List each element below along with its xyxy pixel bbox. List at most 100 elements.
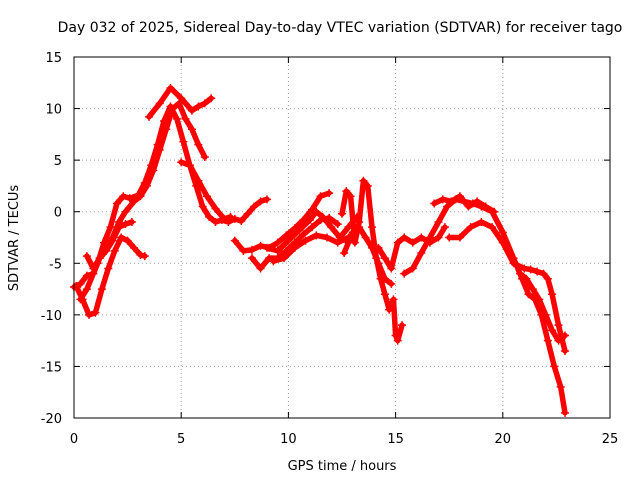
data-point-marker bbox=[273, 246, 282, 255]
data-point-marker bbox=[265, 254, 274, 263]
data-point-marker bbox=[205, 212, 214, 221]
data-point-marker bbox=[123, 236, 132, 245]
data-point-marker bbox=[194, 102, 203, 111]
data-point-marker bbox=[130, 197, 139, 206]
data-point-marker bbox=[155, 99, 164, 108]
x-tick-label: 20 bbox=[495, 432, 512, 447]
data-point-marker bbox=[220, 214, 229, 223]
data-point-marker bbox=[520, 264, 529, 273]
data-point-marker bbox=[155, 145, 164, 154]
data-point-marker bbox=[202, 192, 211, 201]
data-point-marker bbox=[543, 336, 552, 345]
data-point-marker bbox=[344, 238, 353, 247]
data-point-marker bbox=[342, 187, 351, 196]
data-point-marker bbox=[434, 218, 443, 227]
data-point-marker bbox=[526, 265, 535, 274]
data-point-marker bbox=[318, 212, 327, 221]
data-point-marker bbox=[374, 259, 383, 268]
data-point-marker bbox=[380, 254, 389, 263]
data-point-marker bbox=[400, 233, 409, 242]
plot-frame bbox=[73, 56, 611, 419]
data-point-marker bbox=[430, 199, 439, 208]
data-point-marker bbox=[247, 254, 256, 263]
data-point-marker bbox=[207, 94, 216, 103]
data-point-marker bbox=[243, 209, 252, 218]
data-point-marker bbox=[322, 233, 331, 242]
data-point-marker bbox=[488, 207, 497, 216]
data-point-marker bbox=[340, 248, 349, 257]
data-point-marker bbox=[110, 246, 119, 255]
data-point-marker bbox=[445, 233, 454, 242]
data-point-marker bbox=[102, 246, 111, 255]
data-point-marker bbox=[256, 197, 265, 206]
data-point-marker bbox=[541, 310, 550, 319]
data-point-marker bbox=[363, 181, 372, 190]
data-point-marker bbox=[187, 106, 196, 115]
data-point-marker bbox=[417, 248, 426, 257]
data-point-marker bbox=[327, 223, 336, 232]
chart-title: Day 032 of 2025, Sidereal Day-to-day VTE… bbox=[58, 20, 623, 36]
data-point-marker bbox=[108, 236, 117, 245]
data-point-marker bbox=[237, 216, 246, 225]
data-point-marker bbox=[305, 215, 314, 224]
data-point-marker bbox=[149, 166, 158, 175]
data-point-marker bbox=[179, 137, 188, 146]
y-tick-label: -5 bbox=[49, 257, 62, 272]
series-line-track-2 bbox=[77, 100, 208, 303]
data-point-marker bbox=[387, 264, 396, 273]
data-point-marker bbox=[533, 267, 542, 276]
x-tick-label: 15 bbox=[387, 432, 404, 447]
data-point-marker bbox=[359, 176, 368, 185]
data-point-marker bbox=[136, 251, 145, 260]
data-point-marker bbox=[477, 202, 486, 211]
y-tick-label: 0 bbox=[54, 206, 62, 221]
series-line-track-13 bbox=[375, 224, 448, 272]
data-point-marker bbox=[346, 192, 355, 201]
data-point-marker bbox=[374, 243, 383, 252]
data-point-marker bbox=[262, 195, 271, 204]
data-point-marker bbox=[325, 189, 334, 198]
y-axis-label: SDTVAR / TECUs bbox=[7, 185, 22, 292]
data-point-marker bbox=[168, 104, 177, 113]
y-tick-label: 5 bbox=[54, 154, 62, 169]
data-point-marker bbox=[269, 257, 278, 266]
data-point-marker bbox=[417, 233, 426, 242]
data-point-marker bbox=[130, 243, 139, 252]
data-point-marker bbox=[488, 223, 497, 232]
data-point-marker bbox=[125, 194, 134, 203]
series-line-track-1 bbox=[71, 103, 270, 290]
data-point-marker bbox=[509, 254, 518, 263]
series-line-track-11 bbox=[339, 178, 405, 344]
data-point-marker bbox=[136, 192, 145, 201]
data-point-marker bbox=[385, 305, 394, 314]
data-point-marker bbox=[230, 236, 239, 245]
data-point-marker bbox=[187, 125, 196, 134]
data-point-marker bbox=[400, 269, 409, 278]
data-point-marker bbox=[498, 228, 507, 237]
y-tick-label: -10 bbox=[41, 309, 62, 324]
data-point-marker bbox=[127, 218, 136, 227]
data-point-marker bbox=[177, 94, 186, 103]
x-tick-label: 0 bbox=[70, 432, 78, 447]
data-point-marker bbox=[295, 226, 304, 235]
data-point-marker bbox=[312, 207, 321, 216]
data-point-marker bbox=[162, 125, 171, 134]
data-point-marker bbox=[299, 230, 308, 239]
series-line-track-17 bbox=[478, 203, 568, 416]
data-point-marker bbox=[140, 252, 149, 261]
data-point-marker bbox=[473, 197, 482, 206]
data-point-marker bbox=[312, 231, 321, 240]
y-tick-label: -20 bbox=[41, 412, 62, 427]
data-point-marker bbox=[177, 158, 186, 167]
data-point-marker bbox=[466, 223, 475, 232]
data-point-marker bbox=[181, 114, 190, 123]
data-point-marker bbox=[166, 83, 175, 92]
data-point-marker bbox=[524, 290, 533, 299]
data-point-marker bbox=[89, 264, 98, 273]
data-point-marker bbox=[121, 207, 130, 216]
data-point-marker bbox=[522, 274, 531, 283]
data-point-marker bbox=[280, 254, 289, 263]
data-point-marker bbox=[380, 290, 389, 299]
data-point-marker bbox=[391, 331, 400, 340]
